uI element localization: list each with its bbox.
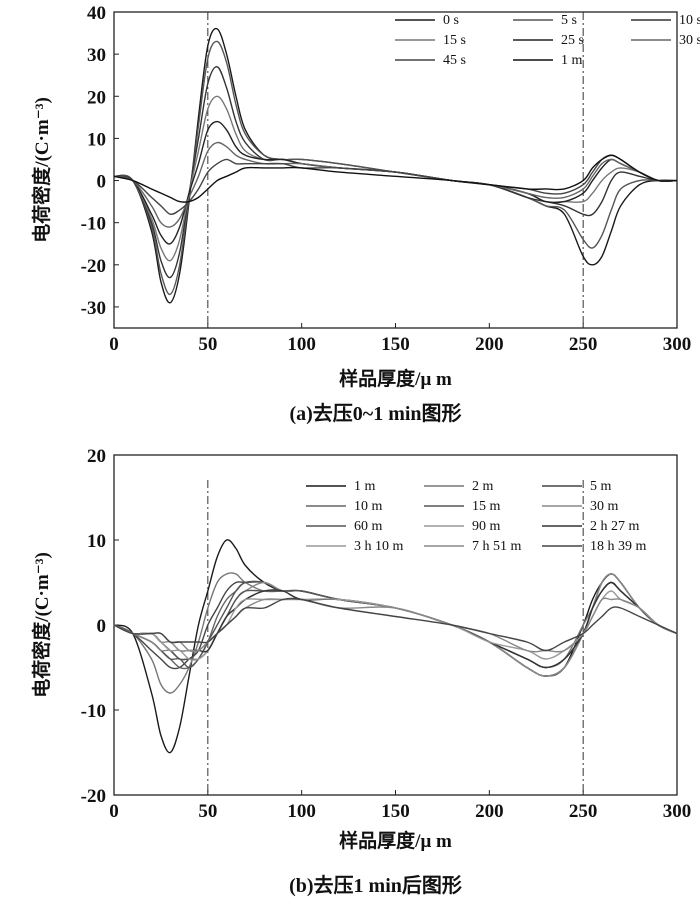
x-tick-label: 150: [381, 334, 410, 355]
x-tick-label: 50: [198, 801, 217, 822]
legend-label: 15 m: [472, 499, 501, 514]
x-tick-label: 150: [381, 801, 410, 822]
legend-label: 2 m: [472, 479, 494, 494]
chart-panel-a: 0 50 100 150 200 250 300 -30 -20 -10 0 10 20 30 40 0 s 5…: [30, 3, 700, 425]
x-tick-label: 200: [475, 801, 504, 822]
y-tick-label: 20: [87, 446, 106, 467]
y-tick-label: 10: [87, 531, 106, 552]
x-tick-label: 100: [287, 334, 316, 355]
y-tick-label: -20: [81, 786, 106, 807]
legend-label: 0 s: [443, 13, 459, 28]
series-line-5-s: [113, 40, 677, 295]
series-line-1-m: [113, 154, 678, 203]
legend-label: 25 s: [561, 33, 584, 48]
legend-label: 18 h 39 m: [590, 539, 647, 554]
legend-label: 10 m: [354, 499, 383, 514]
y-axis-label: 电荷密度/(C·m⁻³): [30, 552, 53, 698]
y-tick-label: -30: [81, 298, 106, 319]
y-tick-label: -10: [81, 214, 106, 235]
legend-label: 60 m: [354, 519, 383, 534]
y-tick-label: -20: [81, 256, 106, 277]
legend-label: 15 s: [443, 33, 466, 48]
legend-label: 5 m: [590, 479, 612, 494]
x-tick-label: 100: [287, 801, 316, 822]
series-line-18-h-39-m: [113, 597, 678, 652]
legend-label: 7 h 51 m: [472, 539, 522, 554]
legend-label: 3 h 10 m: [354, 539, 404, 554]
x-tick-label: 0: [109, 334, 119, 355]
x-tick-label: 0: [109, 801, 119, 822]
legend-label: 90 m: [472, 519, 501, 534]
legend-label: 10 s: [679, 13, 700, 28]
x-axis-label: 样品厚度/μ m: [339, 829, 452, 852]
legend-label: 1 m: [354, 479, 376, 494]
series-line-5-m: [113, 581, 678, 677]
x-tick-label: 300: [663, 801, 692, 822]
legend-label: 30 s: [679, 33, 700, 48]
y-tick-label: 40: [87, 3, 106, 24]
series-line-30-s: [113, 141, 678, 228]
y-tick-label: 0: [97, 616, 107, 637]
x-tick-label: 50: [198, 334, 217, 355]
x-axis-label: 样品厚度/μ m: [339, 367, 452, 390]
y-tick-label: 0: [97, 172, 107, 193]
figure-caption: (a)去压0~1 min图形: [289, 401, 461, 425]
x-tick-label: 250: [569, 801, 598, 822]
legend-label: 1 m: [561, 53, 583, 68]
x-tick-label: 250: [569, 334, 598, 355]
y-tick-label: -10: [81, 701, 106, 722]
legend-label: 30 m: [590, 499, 619, 514]
y-axis-label: 电荷密度/(C·m⁻³): [30, 97, 53, 243]
x-tick-label: 300: [663, 334, 692, 355]
legend-label: 45 s: [443, 53, 466, 68]
y-tick-label: 10: [87, 129, 106, 150]
x-tick-label: 200: [475, 334, 504, 355]
y-tick-label: 30: [87, 45, 106, 66]
series-line-2-m: [113, 572, 678, 694]
legend-label: 5 s: [561, 13, 577, 28]
series-line-1-m: [113, 539, 678, 754]
legend-label: 2 h 27 m: [590, 519, 640, 534]
figure-caption: (b)去压1 min后图形: [289, 873, 462, 897]
y-tick-label: 20: [87, 87, 106, 108]
chart-panel-b: 0 50 100 150 200 250 300 -20 -10 0 10 20 1 m 2 m 5 m 10…: [30, 446, 691, 897]
